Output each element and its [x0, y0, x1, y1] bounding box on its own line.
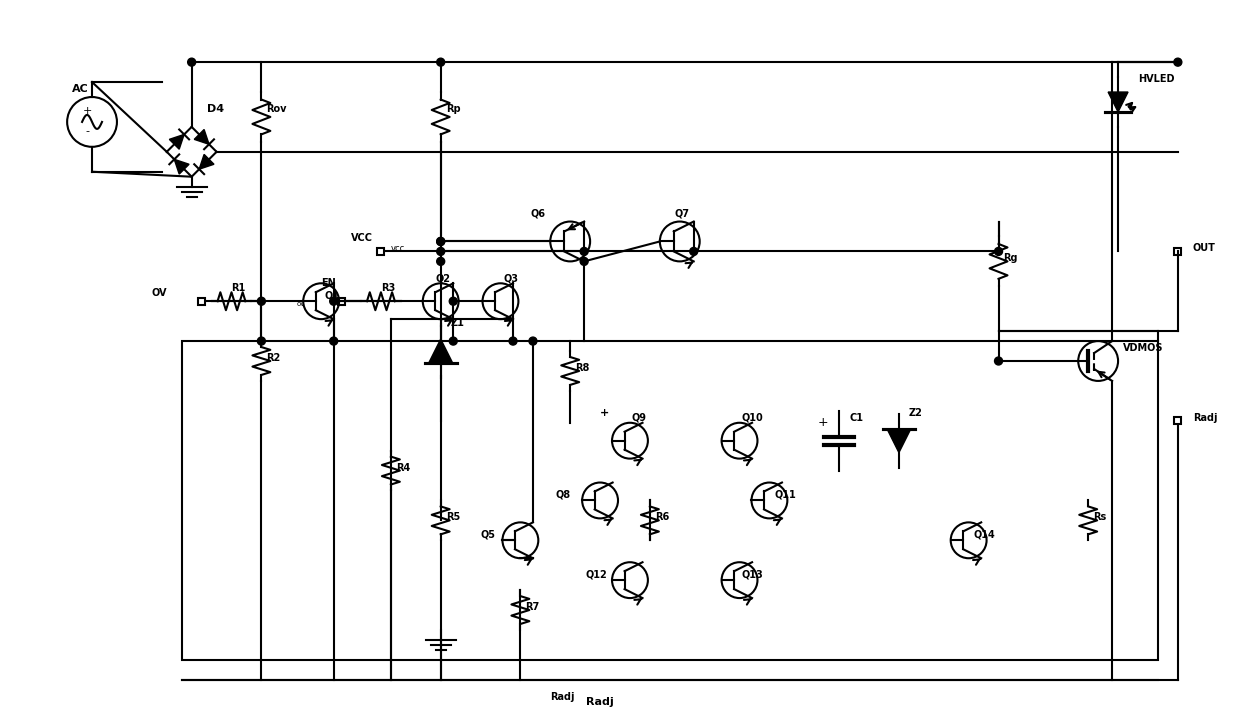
Text: Z1: Z1 — [450, 318, 465, 328]
Polygon shape — [175, 159, 188, 174]
Text: Q12: Q12 — [585, 569, 606, 579]
Text: +: + — [817, 416, 828, 429]
Text: VDMOS: VDMOS — [1123, 343, 1163, 353]
Text: D4: D4 — [207, 104, 223, 114]
Text: vcc: vcc — [391, 244, 405, 253]
Polygon shape — [200, 154, 215, 169]
Bar — [337, 298, 345, 305]
Circle shape — [580, 247, 588, 255]
Text: Q2: Q2 — [435, 273, 450, 283]
Text: Q10: Q10 — [742, 412, 764, 423]
Text: Q1: Q1 — [324, 291, 340, 300]
Circle shape — [529, 337, 537, 345]
Circle shape — [510, 337, 517, 345]
Circle shape — [436, 237, 445, 245]
Text: VCC: VCC — [351, 234, 373, 244]
Polygon shape — [887, 429, 911, 453]
Text: Q7: Q7 — [675, 208, 689, 218]
Circle shape — [330, 297, 337, 305]
Circle shape — [436, 58, 445, 66]
Circle shape — [994, 357, 1002, 365]
Text: Q6: Q6 — [531, 208, 546, 218]
Text: EN: EN — [321, 278, 336, 288]
Circle shape — [689, 247, 698, 255]
Circle shape — [330, 337, 337, 345]
Text: Q5: Q5 — [481, 529, 496, 539]
Polygon shape — [1109, 92, 1128, 112]
Polygon shape — [170, 134, 184, 149]
Text: Q13: Q13 — [742, 569, 764, 579]
Text: Q11: Q11 — [775, 490, 796, 500]
Circle shape — [187, 58, 196, 66]
Circle shape — [258, 337, 265, 345]
Text: R3: R3 — [381, 283, 396, 293]
Text: R5: R5 — [445, 513, 460, 523]
Text: AC: AC — [72, 84, 89, 94]
Circle shape — [1174, 58, 1182, 66]
Text: R8: R8 — [575, 363, 589, 373]
Text: Q3: Q3 — [503, 273, 518, 283]
Text: Z2: Z2 — [909, 408, 923, 417]
Text: R4: R4 — [396, 463, 410, 472]
Bar — [1174, 417, 1182, 424]
Text: Radj: Radj — [551, 691, 575, 702]
Circle shape — [994, 247, 1002, 255]
Text: Rg: Rg — [1003, 253, 1018, 263]
Text: +: + — [82, 106, 92, 116]
Bar — [182, 341, 1158, 660]
Bar — [1174, 248, 1182, 255]
Text: Rs: Rs — [1094, 513, 1106, 523]
Circle shape — [436, 237, 445, 245]
Circle shape — [258, 297, 265, 305]
Text: R1: R1 — [232, 283, 246, 293]
Circle shape — [449, 297, 458, 305]
Text: ov: ov — [296, 301, 305, 307]
Text: OV: OV — [151, 288, 167, 298]
Circle shape — [449, 337, 458, 345]
Text: -: - — [86, 126, 89, 136]
Text: Q14: Q14 — [973, 529, 996, 539]
Text: R6: R6 — [655, 513, 670, 523]
Text: OUT: OUT — [1193, 244, 1215, 253]
Text: Q9: Q9 — [632, 412, 647, 423]
Bar — [198, 298, 205, 305]
Text: Q8: Q8 — [556, 490, 570, 500]
Text: HVLED: HVLED — [1138, 74, 1174, 84]
Bar — [377, 248, 384, 255]
Polygon shape — [429, 339, 453, 363]
Text: Radj: Radj — [1193, 412, 1218, 423]
Text: Radj: Radj — [587, 696, 614, 707]
Text: Rp: Rp — [445, 104, 460, 114]
Text: Rov: Rov — [267, 104, 286, 114]
Text: +: + — [600, 408, 609, 417]
Circle shape — [436, 247, 445, 255]
Text: C1: C1 — [849, 412, 863, 423]
Text: R2: R2 — [267, 353, 280, 363]
Circle shape — [580, 257, 588, 265]
Text: R7: R7 — [526, 602, 539, 612]
Circle shape — [436, 257, 445, 265]
Polygon shape — [195, 130, 210, 144]
